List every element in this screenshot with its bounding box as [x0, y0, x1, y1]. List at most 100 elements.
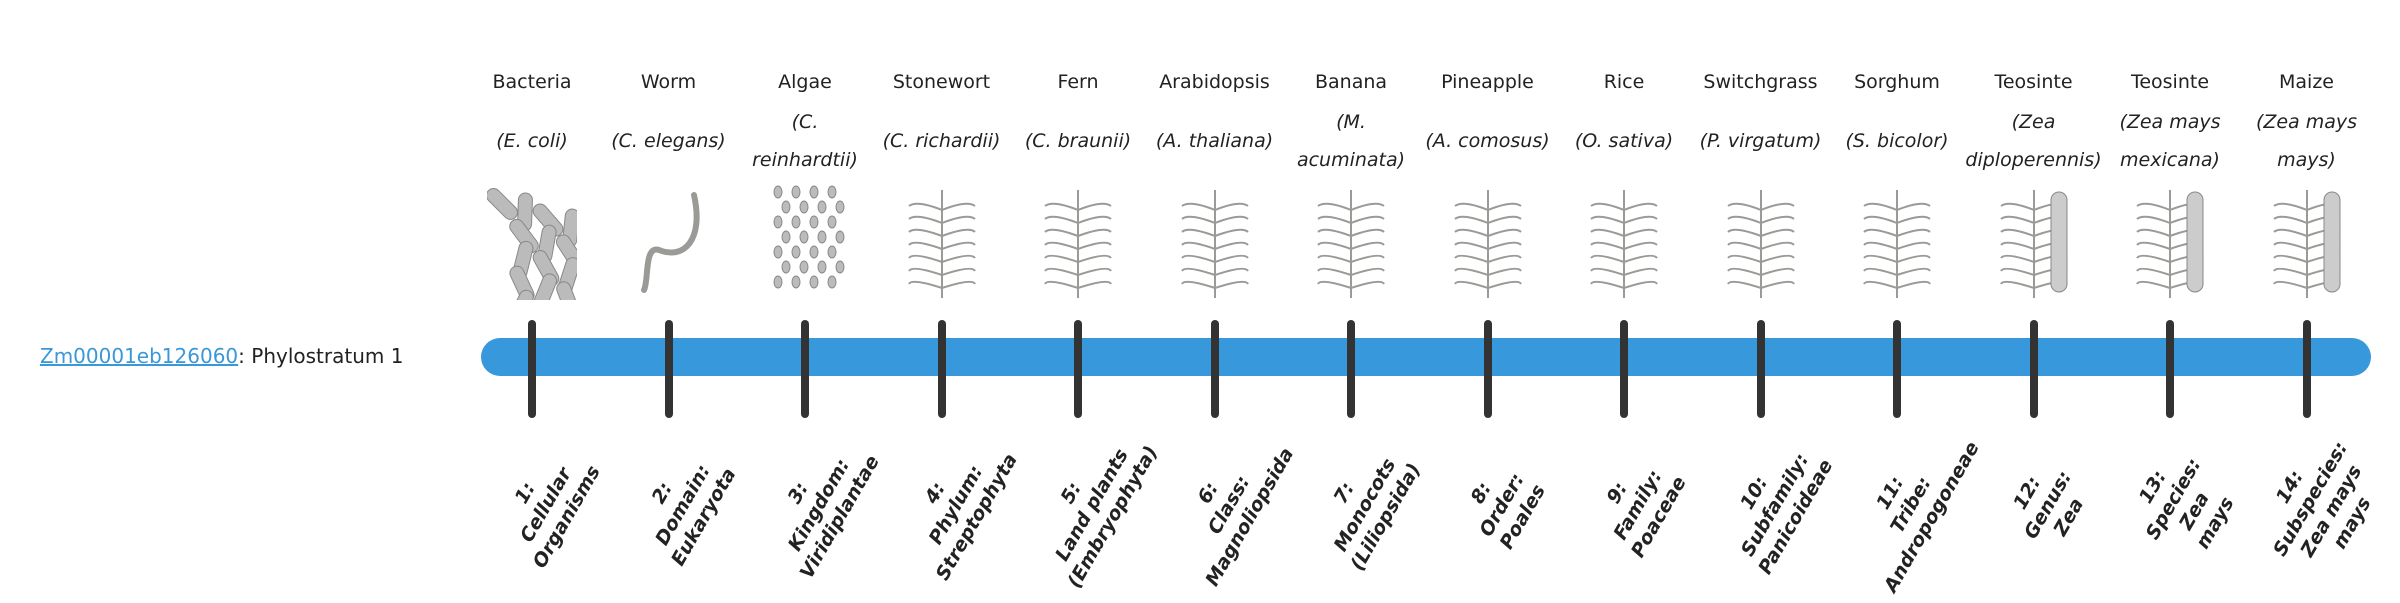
scientific-name-text: (Zea diploperennis) — [1965, 111, 2102, 171]
stratum-label: 14: Subspecies: Zea mays mays — [2268, 437, 2376, 561]
organism-scientific-name: (O. sativa) — [1556, 102, 1692, 180]
algae-icon — [773, 185, 845, 289]
organism-name: Rice — [1603, 71, 1645, 93]
organism-scientific-name: (C. elegans) — [601, 102, 737, 180]
organism-name: Teosinte — [1994, 71, 2073, 93]
stratum-tick — [801, 320, 809, 418]
scientific-name-text: (E. coli) — [496, 130, 568, 152]
scientific-name-text: (C. braunii) — [1024, 130, 1132, 152]
organism-name: Switchgrass — [1703, 71, 1818, 93]
gene-phylostratum-label: Zm00001eb126060: Phylostratum 1 — [40, 340, 403, 372]
scientific-name-text: (S. bicolor) — [1845, 130, 1949, 152]
organism-column: Sorghum (S. bicolor) — [1829, 62, 1965, 304]
organism-column: Teosinte (Zea mays mexicana) — [2102, 62, 2238, 304]
stratum-label: 1: Cellular Organisms — [510, 461, 605, 573]
gene-id-link[interactable]: Zm00001eb126060 — [40, 344, 239, 368]
organism-column: Rice (O. sativa) — [1556, 62, 1692, 304]
organism-scientific-name: (C. reinhardtii) — [737, 102, 873, 180]
sorghum-icon — [1863, 190, 1931, 298]
stratum-tick — [937, 320, 946, 418]
organism-name: Teosinte — [2130, 71, 2210, 93]
stratum-label: 8: Order: Poales — [1465, 469, 1550, 554]
organism-scientific-name: (A. thaliana) — [1147, 102, 1283, 180]
stratum-label: 2: Domain: Eukaryota — [646, 460, 740, 570]
scientific-name-text: (C. richardii) — [882, 130, 1001, 152]
scientific-name-text: (A. comosus) — [1425, 130, 1550, 152]
organism-name: Sorghum — [1854, 71, 1940, 93]
stratum-tick — [1483, 320, 1492, 418]
organism-name: Pineapple — [1441, 71, 1534, 93]
organism-scientific-name: (C. richardii) — [874, 102, 1010, 180]
arabidopsis-icon — [1180, 190, 1249, 298]
phylostratum-bar — [481, 338, 2371, 376]
bacteria-icon — [486, 188, 585, 327]
stratum-tick — [2029, 320, 2038, 418]
organism-column: Fern (C. braunii) — [1010, 62, 1146, 304]
organism-scientific-name: (C. braunii) — [1010, 102, 1146, 180]
banana-icon — [1317, 190, 1385, 298]
pineapple-icon — [1453, 190, 1522, 298]
stratum-tick — [528, 320, 536, 418]
stratum-tick — [664, 320, 673, 418]
organism-scientific-name: (A. comosus) — [1420, 102, 1556, 180]
teosinte-icon — [2136, 190, 2204, 298]
organism-scientific-name: (S. bicolor) — [1829, 102, 1965, 180]
stratum-tick — [1756, 320, 1765, 418]
organism-scientific-name: (P. virgatum) — [1693, 102, 1829, 180]
worm-icon — [640, 192, 700, 293]
organism-column: Arabidopsis (A. thaliana) — [1147, 62, 1283, 304]
organism-column: Stonewort (C. richardii) — [874, 62, 1010, 304]
stratum-label: 9: Family: Poaceae — [1602, 466, 1691, 562]
organism-name: Arabidopsis — [1159, 71, 1270, 93]
organism-scientific-name: (E. coli) — [464, 102, 600, 180]
stratum-tick — [1210, 320, 1219, 418]
scientific-name-text: (C. elegans) — [611, 130, 726, 152]
stratum-label: 3: Kingdom: Viridiplantae — [783, 451, 884, 583]
organism-column: Switchgrass (P. virgatum) — [1693, 62, 1829, 304]
rice-icon — [1590, 190, 1658, 298]
organism-column: Maize (Zea mays mays) — [2239, 62, 2375, 304]
scientific-name-text: (Zea mays mexicana) — [2119, 111, 2221, 171]
scientific-name-text: (O. sativa) — [1574, 130, 1674, 152]
scientific-name-text: (A. thaliana) — [1155, 130, 1274, 152]
scientific-name-text: (P. virgatum) — [1699, 130, 1822, 152]
stratum-tick — [2166, 320, 2174, 418]
stratum-tick — [1074, 320, 1082, 418]
stratum-label: 12: Genus: Zea — [2008, 467, 2088, 543]
organism-column: Banana (M. acuminata) — [1283, 62, 1419, 304]
fern-icon — [1044, 190, 1112, 298]
organism-column: Algae (C. reinhardtii) — [737, 62, 873, 304]
stratum-tick — [1347, 320, 1355, 418]
stonewort-icon — [907, 190, 976, 298]
organism-column: Pineapple (A. comosus) — [1420, 62, 1556, 304]
scientific-name-text: (M. acuminata) — [1296, 111, 1406, 171]
stratum-label: 10: Subfamily: Panicoideae — [1735, 449, 1837, 579]
organism-scientific-name: (Zea mays mays) — [2239, 102, 2375, 180]
maize-icon — [2272, 190, 2341, 298]
stratum-tick — [1620, 320, 1628, 418]
organism-column: Worm (C. elegans) — [601, 62, 737, 304]
organism-name: Worm — [640, 71, 697, 93]
organism-name: Algae — [778, 71, 832, 93]
organism-scientific-name: (M. acuminata) — [1283, 102, 1419, 180]
stratum-label: 7: Monocots (Liliopsida) — [1329, 454, 1426, 575]
organism-name: Bacteria — [492, 71, 572, 93]
stratum-label: 13: Species: Zea mays — [2134, 454, 2239, 553]
phylostratum-text: : Phylostratum 1 — [238, 344, 404, 368]
organism-scientific-name: (Zea diploperennis) — [1965, 102, 2102, 180]
scientific-name-text: (Zea mays mays) — [2255, 111, 2358, 171]
switchgrass-icon — [1726, 190, 1795, 298]
scientific-name-text: (C. reinhardtii) — [752, 111, 858, 171]
organism-name: Banana — [1314, 71, 1388, 93]
teosinte-icon — [1999, 190, 2068, 298]
organism-column: Bacteria (E. coli) — [464, 62, 600, 327]
stratum-tick — [1893, 320, 1901, 418]
stratum-label: 4: Phylum: Streptophyta — [919, 449, 1022, 585]
organism-name: Maize — [2279, 71, 2334, 93]
organism-name: Fern — [1057, 71, 1099, 93]
organism-name: Stonewort — [892, 71, 991, 93]
organism-scientific-name: (Zea mays mexicana) — [2102, 102, 2238, 180]
stratum-label: 5: Land plants (Embryophyta) — [1051, 442, 1163, 592]
stratum-label: 11: Tribe: Andropogoneae — [1872, 438, 1984, 596]
stratum-label: 6: Class: Magnoliopsida — [1192, 444, 1298, 590]
